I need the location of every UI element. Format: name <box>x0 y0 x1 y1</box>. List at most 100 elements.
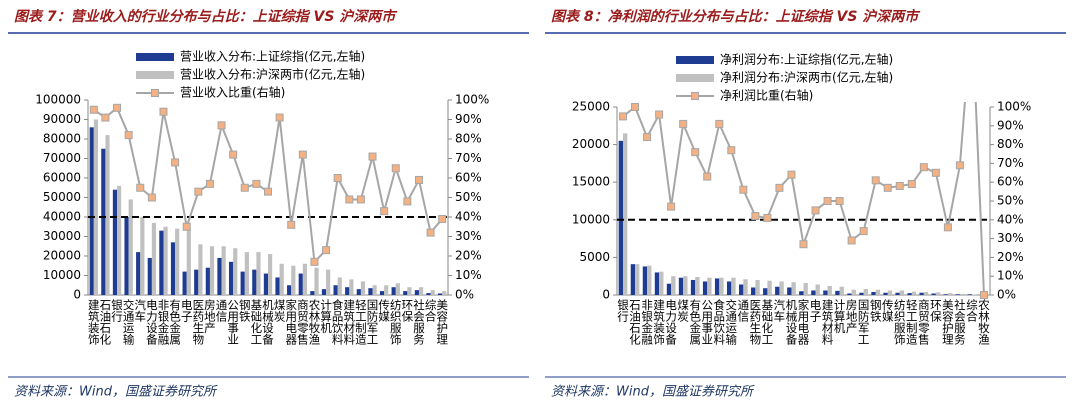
bar <box>337 277 342 295</box>
y-tick-label: 20000 <box>572 137 610 151</box>
bar <box>666 283 672 295</box>
ratio-marker <box>799 240 808 249</box>
y2-tick-label: 10% <box>997 269 1024 283</box>
bar <box>256 252 261 295</box>
x-tick-label: 建筑材料 <box>821 298 835 346</box>
bar <box>391 287 396 295</box>
bar <box>967 294 972 295</box>
bar <box>360 281 366 295</box>
bar <box>252 269 257 295</box>
bar <box>887 290 893 295</box>
x-tick-label: 非银金融 <box>156 299 170 346</box>
bar <box>326 269 331 295</box>
bar <box>89 127 94 295</box>
bar <box>268 254 273 295</box>
y-tick-label: 100000 <box>35 93 81 107</box>
bar <box>695 276 700 295</box>
x-tick-label: 国防军工 <box>366 299 380 345</box>
y2-tick-label: 80% <box>455 132 482 146</box>
ratio-marker <box>194 187 203 196</box>
bar <box>291 265 296 295</box>
x-tick-label: 有色金属 <box>688 298 702 346</box>
ratio-marker <box>136 183 145 192</box>
bar <box>244 252 249 295</box>
y2-tick-label: 0% <box>997 288 1016 302</box>
bar <box>403 291 408 295</box>
x-tick-label: 商贸零售 <box>296 298 310 346</box>
x-tick-label: 钢铁 <box>869 299 883 322</box>
legend-marker <box>151 89 159 97</box>
bar <box>907 293 912 295</box>
bar <box>791 282 796 295</box>
ratio-marker <box>895 181 904 190</box>
bar <box>959 293 965 295</box>
ratio-marker <box>310 257 319 266</box>
ratio-marker <box>252 179 261 188</box>
ratio-marker <box>89 105 98 114</box>
x-tick-label: 纺织服饰 <box>893 298 907 345</box>
bar <box>714 278 720 295</box>
legend-label: 营业收入分布:上证综指(亿元,左轴) <box>180 49 365 64</box>
legend-swatch <box>676 74 714 82</box>
bar <box>678 277 684 295</box>
bar <box>442 291 447 295</box>
ratio-marker <box>356 195 365 204</box>
y2-tick-label: 20% <box>997 250 1024 264</box>
bar <box>414 290 419 295</box>
ratio-marker <box>787 170 796 179</box>
bar <box>739 284 744 295</box>
legend-label: 净利润分布:沪深两市(亿元,左轴) <box>720 70 893 85</box>
ratio-marker <box>414 175 423 184</box>
x-tick-label: 机械设备 <box>784 298 798 346</box>
bar <box>895 292 900 295</box>
ratio-marker <box>426 228 435 237</box>
x-tick-label: 美容护理 <box>941 298 955 345</box>
ratio-marker <box>943 223 952 232</box>
bar <box>751 287 756 295</box>
bar <box>384 285 389 295</box>
ratio-marker <box>159 107 168 116</box>
ratio-marker <box>113 103 122 112</box>
ratio-marker <box>655 110 664 119</box>
ratio-marker <box>391 164 400 173</box>
y2-tick-label: 40% <box>455 210 482 224</box>
x-tick-label: 计算机 <box>833 299 847 334</box>
y-tick-label: 30000 <box>43 229 81 243</box>
bar <box>647 265 652 295</box>
bar <box>314 267 319 295</box>
bar <box>221 246 226 295</box>
x-tick-label: 房地产 <box>845 299 859 334</box>
bar <box>105 135 110 295</box>
bar <box>140 217 145 295</box>
bar <box>438 293 443 295</box>
x-tick-label: 社会服务 <box>953 298 967 345</box>
x-tick-label: 银行 <box>616 298 630 323</box>
ratio-marker <box>438 214 447 223</box>
y2-tick-label: 100% <box>997 100 1031 114</box>
ratio-marker <box>205 179 214 188</box>
bar <box>947 293 953 295</box>
y-tick-label: 10000 <box>43 268 81 282</box>
bar <box>671 276 676 295</box>
bar <box>823 290 828 295</box>
bar <box>321 289 327 295</box>
y2-tick-label: 50% <box>997 194 1024 208</box>
ratio-marker <box>703 172 712 181</box>
bar <box>163 226 168 295</box>
bar <box>159 230 164 295</box>
ratio-marker <box>691 148 700 157</box>
bar <box>811 290 816 295</box>
bar <box>919 292 924 295</box>
bar <box>635 264 640 295</box>
ratio-marker <box>679 119 688 128</box>
ratio-marker <box>298 150 307 159</box>
ratio-marker <box>229 150 238 159</box>
ratio-marker <box>101 113 110 122</box>
ratio-line <box>93 106 443 265</box>
ratio-marker <box>955 161 964 170</box>
ratio-marker <box>643 133 652 142</box>
y2-tick-label: 80% <box>997 137 1024 151</box>
y2-tick-label: 30% <box>997 231 1024 245</box>
bar <box>654 272 660 295</box>
bar <box>690 279 696 295</box>
